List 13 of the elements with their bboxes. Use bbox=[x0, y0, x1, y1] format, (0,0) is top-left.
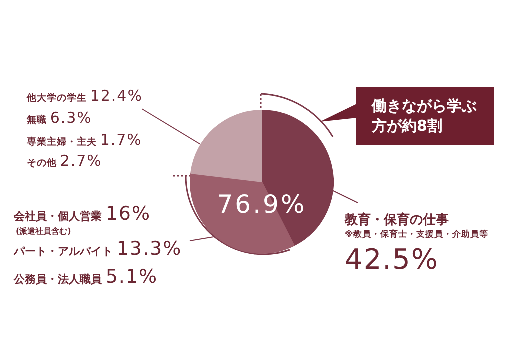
text: 会社員・個人営業 16% bbox=[14, 203, 152, 225]
text: 専業主婦・主夫 1.7% bbox=[27, 131, 142, 149]
data-label: 42.5% bbox=[345, 243, 440, 276]
text: (派遣社員含む) bbox=[16, 226, 72, 237]
text: 働きながら学ぶ方が約8割 bbox=[356, 87, 494, 145]
text: 無職 6.3% bbox=[27, 109, 92, 127]
text: パート・アルバイト 13.3% bbox=[14, 238, 182, 260]
text: その他 2.7% bbox=[27, 152, 102, 170]
slice-label: 教育・保育の仕事 bbox=[345, 213, 449, 228]
text: ※教員・保育士・支援員・介助員等 bbox=[345, 229, 488, 241]
text: 公務員・法人職員 5.1% bbox=[14, 266, 158, 288]
text: 他大学の学生 12.4% bbox=[27, 87, 143, 105]
text: 76.9% bbox=[216, 190, 308, 219]
